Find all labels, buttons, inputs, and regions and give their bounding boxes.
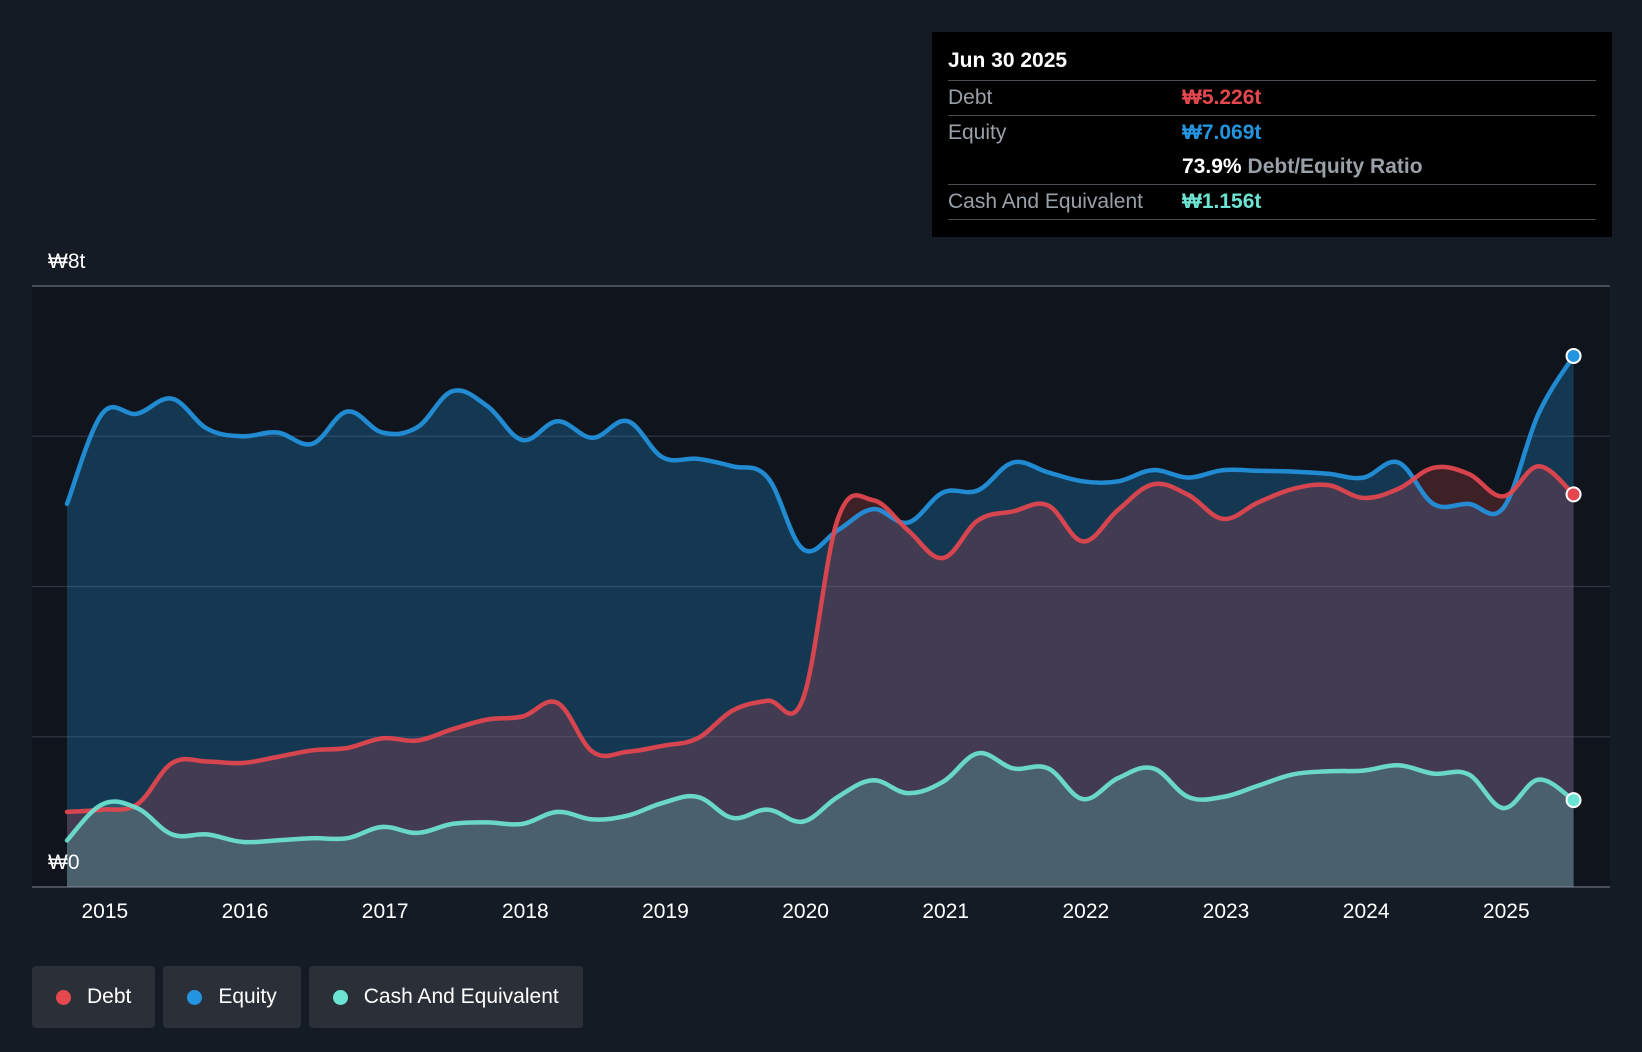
debt-area [67,466,1574,887]
x-tick-label: 2025 [1482,900,1530,923]
legend-item-equity[interactable]: Equity [163,966,301,1028]
tooltip-equity-label: Equity [948,121,1007,144]
tooltip-cash-value: ₩1.156t [1182,190,1262,213]
tooltip-ratio-value: 73.9% [1182,155,1242,178]
x-tick-label: 2023 [1202,900,1250,923]
legend: Debt Equity Cash And Equivalent [32,966,583,1028]
tooltip-debt-row: Debt ₩5.226t [948,80,1596,115]
equity-end-marker [1565,347,1582,364]
tooltip-cash-label: Cash And Equivalent [948,190,1143,213]
legend-item-debt[interactable]: Debt [32,966,156,1028]
equity-dot-icon [187,989,203,1005]
cash-and-equivalent-area [67,753,1574,887]
tooltip-equity-row: Equity ₩7.069t [948,115,1596,150]
tooltip-ratio-row: 73.9% Debt/Equity Ratio [948,150,1596,184]
tooltip-debt-label: Debt [948,86,993,109]
x-tick-label: 2020 [782,900,829,923]
tooltip-cash-row: Cash And Equivalent ₩1.156t [948,184,1596,220]
y-tick-label-zero: ₩0 [48,851,80,874]
cash-dot-icon [332,989,348,1005]
x-tick-label: 2016 [221,900,269,923]
cash-and-equivalent-line [64,750,1576,845]
x-tick-label: 2017 [361,900,409,923]
end-markers[interactable] [1565,347,1582,809]
equity-line [64,353,1576,554]
legend-cash-label: Cash And Equivalent [363,985,559,1008]
tooltip-debt-value: ₩5.226t [1182,86,1262,109]
debt-line [64,464,1576,815]
debt-dot-icon [56,989,71,1005]
x-tick-label: 2019 [642,900,689,923]
x-tick-label: 2022 [1062,900,1110,923]
x-tick-label: 2018 [501,900,549,923]
tooltip-panel: Jun 30 2025 Debt ₩5.226t Equity ₩7.069t … [932,32,1612,237]
y-tick-label-top: ₩8t [48,250,86,273]
x-tick-label: 2015 [81,900,129,923]
legend-item-cash[interactable]: Cash And Equivalent [308,966,583,1028]
legend-equity-label: Equity [218,985,277,1008]
tooltip-ratio-label: Debt/Equity Ratio [1247,155,1423,178]
debt-end-marker [1565,486,1582,503]
cash-and-equivalent-end-marker [1565,792,1582,809]
grid-lines [32,285,1610,888]
tooltip-date: Jun 30 2025 [948,49,1068,72]
x-tick-label: 2024 [1342,900,1390,923]
series-lines [64,353,1576,845]
legend-debt-label: Debt [87,985,132,1008]
x-tick-label: 2021 [922,900,970,923]
tooltip-equity-value: ₩7.069t [1182,121,1262,144]
